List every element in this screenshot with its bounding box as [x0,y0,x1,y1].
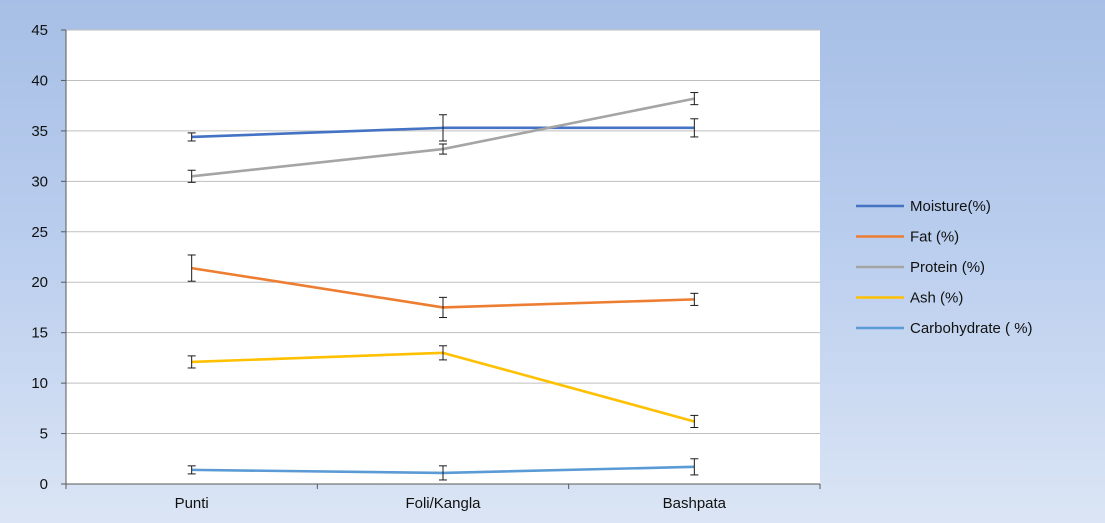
y-tick-label: 0 [40,476,48,493]
legend: Moisture(%) Fat (%) Protein (%) Ash (%) Carb… [856,198,1033,337]
legend-label: Carbohydrate ( %) [910,320,1033,337]
x-tick-label: Bashpata [663,495,727,512]
x-tick-label: Punti [175,495,209,512]
legend-label: Protein (%) [910,259,985,276]
plot-area [66,30,820,484]
x-tick-label: Foli/Kangla [405,495,481,512]
y-tick-label: 45 [31,22,48,39]
series [187,92,699,481]
y-tick-label: 40 [31,72,48,89]
axes: 0 5 10 15 20 25 30 35 40 45 Punti Foli/Kangla Bashpa… [31,22,821,512]
y-tick-label: 20 [31,274,48,291]
legend-label: Ash (%) [910,290,963,307]
legend-label: Fat (%) [910,229,959,246]
y-tick-label: 25 [31,224,48,241]
y-tick-label: 10 [31,375,48,392]
y-tick-label: 30 [31,173,48,190]
y-tick-label: 15 [31,325,48,342]
y-tick-label: 35 [31,123,48,140]
y-tick-label: 5 [40,426,48,443]
legend-label: Moisture(%) [910,198,991,215]
